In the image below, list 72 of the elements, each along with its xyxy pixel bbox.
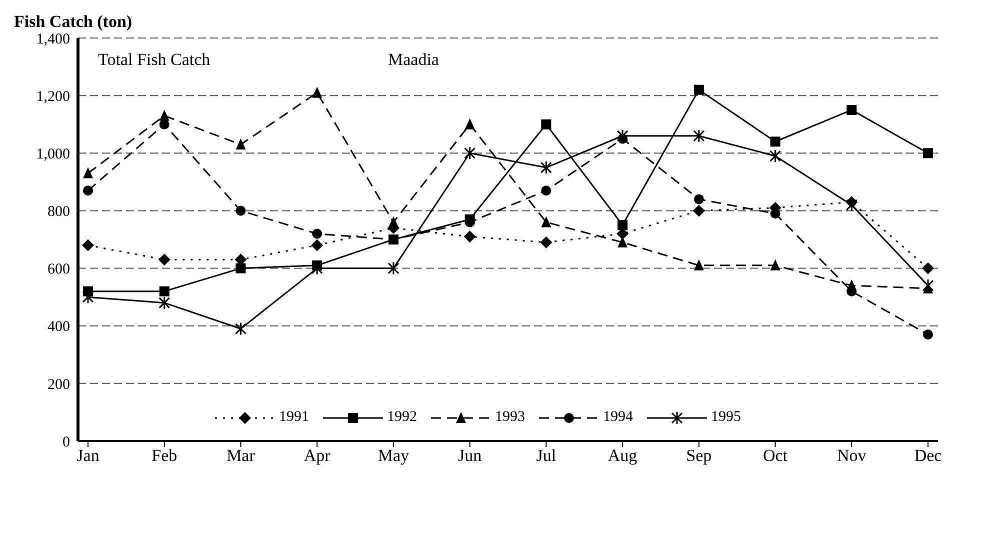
annotation: Maadia [388,50,439,70]
point [236,263,246,274]
point [540,160,552,174]
y-axis-title: Fish Catch (ton) [14,12,132,32]
point [694,259,704,270]
x-tick-label: Nov [836,446,867,466]
point [464,230,476,243]
y-tick-label: 400 [48,319,70,336]
point [311,239,324,252]
point [82,290,94,304]
x-tick-label: Feb [152,446,178,466]
y-tick-label: 1,400 [36,31,70,48]
point [770,259,780,270]
point [311,262,323,276]
point [312,228,322,239]
point [770,208,780,219]
point [770,149,782,163]
x-tick-label: Mar [226,446,256,466]
y-tick-label: 800 [48,204,70,220]
point [541,216,552,228]
point [846,104,857,115]
annotation: Total Fish Catch [98,50,210,70]
point [83,167,93,178]
point [923,329,933,340]
legend-label: 1991 [279,409,309,426]
y-tick-label: 0 [62,434,70,450]
x-tick-label: Apr [304,446,331,466]
point [464,118,475,130]
legend-label: 1995 [711,409,741,426]
y-tick-label: 200 [48,376,70,393]
point [159,119,170,130]
point [694,84,704,95]
point [158,296,170,310]
point [83,186,93,196]
point [922,278,934,292]
point [923,148,933,158]
point [540,236,552,248]
point [236,206,246,216]
point [846,286,857,296]
x-tick-label: Dec [914,446,942,466]
x-tick-label: Sep [686,446,712,466]
y-tick-label: 600 [48,262,70,278]
point [770,136,780,147]
x-tick-label: Jan [76,446,100,466]
point [616,129,628,143]
x-tick-label: Jul [536,446,556,466]
point [82,239,94,252]
point [388,262,400,276]
point [693,129,705,143]
legend-label: 1993 [495,409,525,426]
point [541,119,552,130]
point [692,204,705,217]
x-tick-label: Jun [458,446,482,466]
point [158,254,170,266]
point [922,262,934,274]
legend-label: 1994 [603,409,633,426]
y-tick-label: 1,200 [36,88,70,105]
point [618,220,628,230]
x-tick-label: Oct [763,446,788,466]
x-tick-label: Aug [608,446,638,466]
point [234,322,246,336]
point [388,216,398,228]
point [236,138,246,150]
point [541,186,552,196]
legend-label: 1992 [387,409,417,426]
point [694,194,704,204]
x-tick-label: May [378,446,410,466]
point [846,198,858,212]
point [159,286,170,296]
point [464,146,476,160]
y-tick-label: 1,000 [36,146,70,162]
point [312,86,322,98]
